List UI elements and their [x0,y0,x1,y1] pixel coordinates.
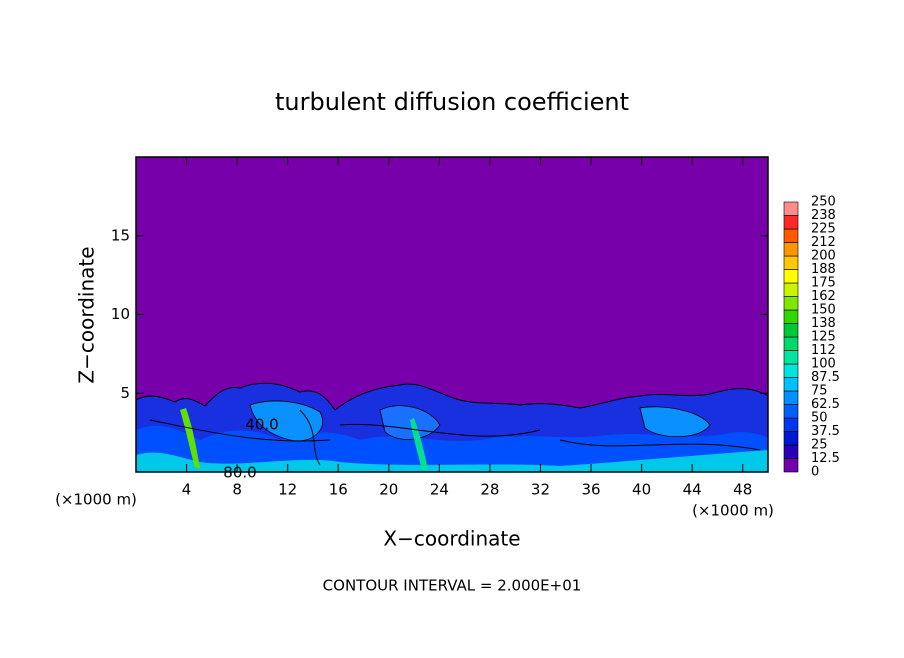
x-tick-label: 36 [581,481,600,499]
colorbar-swatch [783,201,799,216]
field-region [180,408,200,468]
colorbar-swatch [783,282,799,297]
colorbar-swatch [783,377,799,392]
x-tick-label: 12 [278,481,297,499]
x-tick-label: 16 [329,481,348,499]
colorbar-label: 0 [811,465,819,480]
colorbar-label: 212 [811,235,836,250]
y-tick-label: 15 [111,226,130,244]
x-unit: (×1000 m) [692,502,774,520]
colorbar-swatch [783,350,799,365]
colorbar-label: 162 [811,289,836,304]
colorbar-label: 188 [811,262,836,277]
colorbar-swatch [783,309,799,324]
colorbar-swatch [783,228,799,243]
colorbar-label: 138 [811,316,836,331]
x-tick-label: 44 [683,481,702,499]
colorbar-label: 62.5 [811,397,840,412]
colorbar-label: 150 [811,303,836,318]
x-tick-label: 40 [632,481,651,499]
colorbar-label: 37.5 [811,424,840,439]
colorbar-swatch [783,269,799,284]
field-region [639,406,711,438]
colorbar-label: 25 [811,438,828,453]
x-tick-label: 20 [379,481,398,499]
colorbar-swatch [783,444,799,459]
colorbar-swatch [783,242,799,257]
colorbar-label: 125 [811,330,836,345]
colorbar-label: 238 [811,208,836,223]
contour-label: 40.0 [245,416,278,434]
colorbar-label: 225 [811,222,836,237]
y-tick-label: 10 [111,305,130,323]
colorbar-swatch [783,363,799,378]
colorbar-label: 87.5 [811,370,840,385]
contour-line [149,409,761,466]
x-tick-label: 8 [232,481,242,499]
colorbar-swatch [783,323,799,338]
colorbar-label: 50 [811,411,828,426]
y-axis-label: Z−coordinate [75,246,99,383]
annotation: CONTOUR INTERVAL = 2.000E+01 [323,577,582,595]
colorbar-label: 175 [811,276,836,291]
colorbar-swatch [783,336,799,351]
x-tick-label: 4 [182,481,192,499]
chart-title: turbulent diffusion coefficient [275,88,629,116]
field-region [410,418,428,470]
colorbar-swatch [783,404,799,419]
colorbar-swatch [783,296,799,311]
colorbar-swatch [783,215,799,230]
x-tick-label: 28 [480,481,499,499]
colorbar-swatch [783,390,799,405]
field-region [249,400,323,442]
colorbar-label: 100 [811,357,836,372]
y-tick-label: 5 [120,384,130,402]
colorbar-label: 112 [811,343,836,358]
x-tick-label: 32 [531,481,550,499]
colorbar-swatch [783,255,799,270]
colorbar-label: 200 [811,249,836,264]
field [135,157,769,473]
colorbar-swatch [783,458,799,473]
x-axis-label: X−coordinate [383,527,520,551]
colorbar-swatch [783,431,799,446]
colorbar-label: 250 [811,195,836,210]
x-tick-label: 48 [733,481,752,499]
colorbar-label: 12.5 [811,451,840,466]
y-unit: (×1000 m) [55,491,137,509]
colorbar-label: 75 [811,384,828,399]
x-tick-label: 24 [430,481,449,499]
colorbar-swatch [783,417,799,432]
field-region [136,450,768,472]
